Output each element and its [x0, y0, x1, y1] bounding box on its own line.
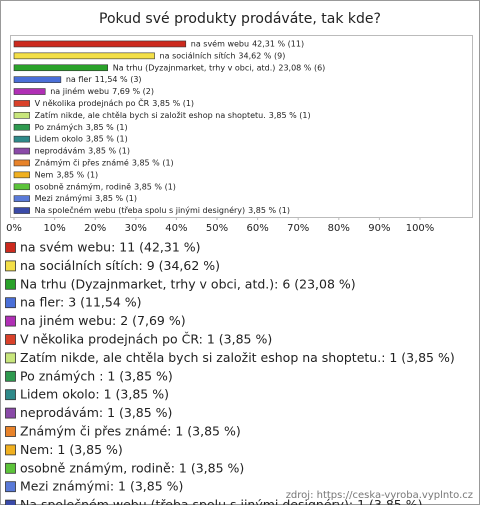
legend-swatch — [5, 389, 16, 401]
bar-category-label: na jiném webu — [50, 86, 109, 96]
legend-swatch — [5, 481, 16, 493]
x-tick-label: 90% — [368, 223, 390, 234]
legend-swatch — [5, 444, 16, 456]
legend-label: osobně známým, rodině: 1 (3,85 %) — [20, 460, 244, 475]
bar — [13, 159, 30, 167]
legend-swatch — [5, 242, 16, 253]
legend-swatch — [5, 315, 16, 327]
legend-label: V několika prodejnách po ČR: 1 (3,85 %) — [20, 332, 272, 347]
bar-value-label: 3,85 % (1) — [132, 158, 174, 167]
bar-value-label: 3,85 % (1) — [95, 194, 137, 203]
x-tick-label: 60% — [246, 223, 268, 234]
bar-category-label: na svém webu — [191, 38, 249, 48]
bar — [13, 76, 62, 83]
legend-swatch — [5, 499, 16, 505]
bar — [13, 112, 30, 119]
x-tick-label: 10% — [43, 223, 65, 234]
x-tick-label: 80% — [328, 223, 350, 234]
bar — [13, 195, 30, 202]
legend-swatch — [5, 334, 16, 345]
bar-value-label: 34,62 % (9) — [238, 51, 285, 60]
bar-value-label: 3,85 % (1) — [86, 135, 128, 144]
legend-label: na fler: 3 (11,54 %) — [20, 295, 142, 310]
bar-category-label: Zatím nikde, ale chtěla bych si založit … — [35, 111, 266, 120]
bar — [13, 40, 187, 48]
bar-category-label: Lidem okolo — [35, 135, 83, 144]
legend-swatch — [5, 370, 16, 382]
bar — [13, 100, 30, 107]
bar-value-label: 3,85 % (1) — [88, 147, 130, 156]
legend-label: neprodávám: 1 (3,85 %) — [20, 405, 172, 420]
bar — [13, 123, 30, 131]
chart-title: Pokud své produkty prodáváte, tak kde? — [99, 11, 381, 27]
bar-category-label: Po známých — [35, 123, 83, 132]
bar — [13, 147, 30, 155]
x-tick-label: 0% — [6, 223, 22, 234]
legend-label: Lidem okolo: 1 (3,85 %) — [20, 387, 169, 402]
bar-value-label: 7,69 % (2) — [112, 87, 154, 96]
bar-value-label: 3,85 % (1) — [86, 123, 128, 132]
bar — [13, 64, 109, 72]
bar — [13, 183, 30, 191]
legend-swatch — [5, 462, 16, 474]
bar — [13, 52, 155, 60]
bar-category-label: Na společném webu (třeba spolu s jinými … — [35, 205, 246, 215]
legend-label: Po známých : 1 (3,85 %) — [20, 368, 173, 383]
bar-value-label: 3,85 % (1) — [134, 182, 176, 191]
legend-label: Na společném webu (třeba spolu s jinými … — [20, 497, 422, 505]
bar — [13, 135, 30, 143]
bar-category-label: Nem — [35, 170, 54, 179]
bar-value-label: 11,54 % (3) — [95, 75, 142, 84]
legend-label: na jiném webu: 2 (7,69 %) — [20, 313, 186, 328]
bar-value-label: 3,85 % (1) — [269, 111, 311, 120]
bar-category-label: V několika prodejnách po ČR — [35, 97, 150, 108]
bar-category-label: osobně známým, rodině — [35, 182, 132, 191]
bar-value-label: 3,85 % (1) — [248, 206, 290, 215]
x-tick-label: 70% — [287, 223, 309, 234]
legend-label: Známým či přes známé: 1 (3,85 %) — [20, 424, 241, 439]
legend-swatch — [5, 407, 16, 419]
bar-category-label: na fler — [66, 75, 92, 84]
bar-value-label: 42,31 % (11) — [252, 39, 304, 48]
x-tick-label: 40% — [165, 223, 187, 234]
x-tick-label: 30% — [125, 223, 147, 234]
legend-label: Zatím nikde, ale chtěla bych si založit … — [20, 350, 455, 365]
legend-swatch — [5, 426, 16, 437]
bar-category-label: Na trhu (Dyzajnmarket, trhy v obci, atd.… — [113, 63, 276, 72]
bar-value-label: 3,85 % (1) — [152, 99, 194, 108]
bar-category-label: neprodávám — [35, 147, 86, 156]
bar — [13, 171, 30, 179]
x-tick-label: 20% — [84, 223, 106, 234]
bar-value-label: 23,08 % (6) — [278, 63, 325, 72]
bar-category-label: na sociálních sítích — [160, 51, 236, 60]
legend-label: Nem: 1 (3,85 %) — [20, 442, 123, 457]
x-tick-label: 50% — [206, 223, 228, 234]
bar-category-label: Mezi známými — [35, 194, 93, 203]
legend-label: na sociálních sítích: 9 (34,62 %) — [20, 258, 220, 273]
bar-value-label: 3,85 % (1) — [56, 170, 98, 179]
legend-label: na svém webu: 11 (42,31 %) — [20, 240, 201, 255]
bar-category-label: Známým či přes známé — [35, 157, 129, 167]
legend-swatch — [5, 352, 16, 364]
legend-swatch — [5, 260, 16, 272]
legend-swatch — [5, 278, 16, 290]
bar — [13, 88, 46, 95]
legend-label: Na trhu (Dyzajnmarket, trhy v obci, atd.… — [20, 276, 356, 291]
x-tick-label: 100% — [406, 223, 435, 234]
bar — [13, 207, 30, 214]
legend-swatch — [5, 297, 16, 309]
source: zdroj: https://ceska-vyroba.vyplnto.cz — [286, 490, 473, 501]
legend-label: Mezi známými: 1 (3,85 %) — [20, 479, 183, 494]
